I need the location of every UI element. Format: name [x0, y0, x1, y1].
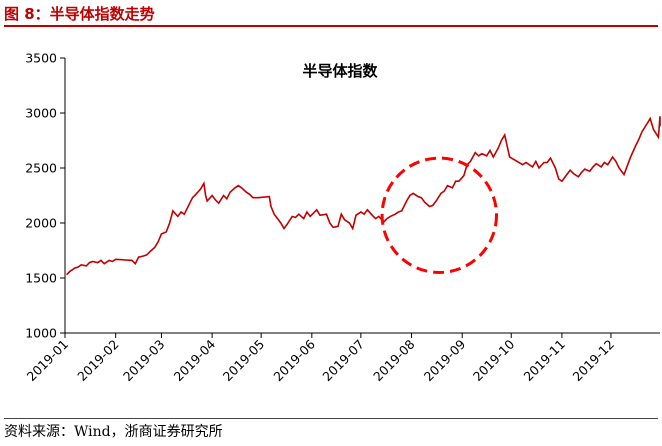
y-tick-label: 2500 — [25, 161, 57, 176]
x-tick-label: 2019-04 — [171, 336, 219, 384]
x-tick-label: 2019-12 — [570, 337, 618, 385]
x-tick-label: 2019-07 — [319, 337, 367, 385]
y-tick-label: 3000 — [25, 106, 57, 121]
series-line — [66, 116, 661, 276]
figure-title: 图 8：半导体指数走势 — [4, 3, 658, 27]
x-tick-label: 2019-03 — [120, 337, 168, 385]
x-tick-label: 2019-02 — [74, 337, 122, 385]
x-tick-label: 2019-05 — [220, 337, 268, 385]
x-tick-label: 2019-01 — [24, 337, 72, 385]
x-tick-label: 2019-11 — [521, 337, 569, 385]
x-tick-label: 2019-06 — [270, 336, 318, 384]
x-tick-label: 2019-08 — [370, 336, 418, 384]
x-tick-label: 2019-10 — [470, 336, 518, 384]
highlight-circle — [380, 156, 498, 275]
y-tick-label: 3500 — [25, 51, 57, 66]
y-axis: 1000 1500 2000 2500 3000 3500 — [25, 51, 66, 341]
x-tick-label: 2019-09 — [421, 336, 469, 384]
y-tick-label: 1000 — [25, 326, 57, 341]
source-note: 资料来源：Wind，浙商证券研究所 — [4, 418, 658, 444]
chart-title: 半导体指数 — [302, 62, 378, 80]
y-tick-label: 2000 — [25, 216, 57, 231]
y-tick-label: 1500 — [25, 271, 57, 286]
